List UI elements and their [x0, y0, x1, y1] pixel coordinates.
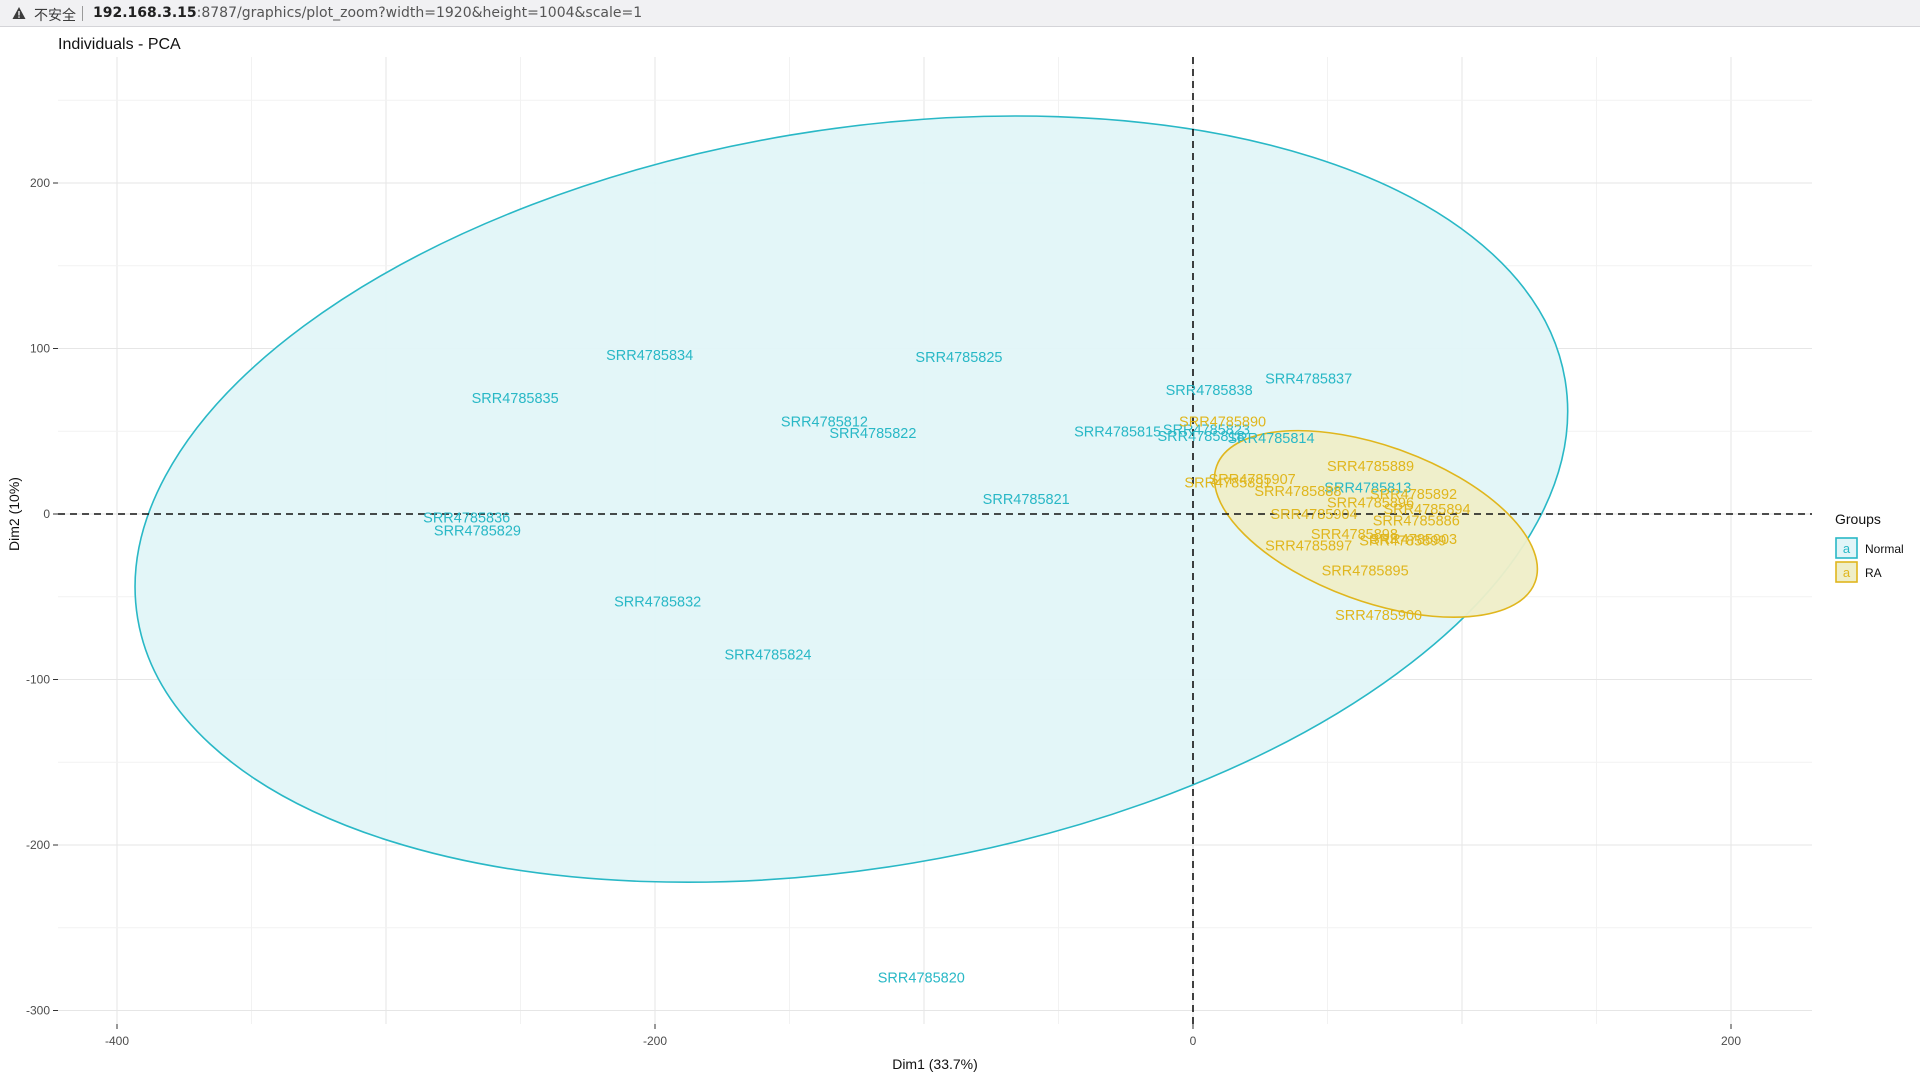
point-label-ra: SRR4785888: [1254, 484, 1341, 500]
legend-key-symbol: a: [1843, 565, 1851, 580]
y-tick-label: -100: [26, 673, 50, 687]
x-axis-label: Dim1 (33.7%): [892, 1056, 978, 1072]
point-label-normal: SRR4785835: [472, 391, 559, 407]
point-label-normal: SRR4785838: [1166, 383, 1253, 399]
confidence-ellipses: [134, 115, 1569, 884]
point-label-normal: SRR4785832: [614, 595, 701, 611]
point-label-normal: SRR4785821: [983, 492, 1070, 508]
point-label-ra: SRR4785895: [1322, 563, 1409, 579]
x-tick-label: -400: [105, 1034, 129, 1048]
y-tick-label: 100: [30, 342, 50, 356]
point-label-ra: SRR4785900: [1335, 608, 1422, 624]
point-label-ra: SRR4785892: [1370, 487, 1457, 503]
url-path: :8787/graphics/plot_zoom?width=1920&heig…: [196, 5, 643, 21]
x-tick-label: -200: [643, 1034, 667, 1048]
legend-key-ra: [1835, 561, 1858, 583]
url-host: 192.168.3.15: [93, 5, 197, 21]
point-label-normal: SRR4785825: [915, 350, 1002, 366]
y-axis-label: Dim2 (10%): [6, 477, 22, 551]
x-tick-label: 200: [1721, 1034, 1741, 1048]
point-label-ra: SRR4785889: [1327, 459, 1414, 475]
y-tick-label: 0: [43, 507, 50, 521]
point-label-normal: SRR4785824: [724, 648, 811, 664]
point-labels: SRR4785834 SRR4785825 SRR4785835 SRR4785838…: [423, 348, 1470, 986]
ellipse-normal: [134, 115, 1569, 884]
point-label-ra: SRR4785896: [1327, 495, 1414, 511]
point-label-ra: SRR4785898: [1311, 527, 1398, 543]
x-tick-label: 0: [1190, 1034, 1197, 1048]
point-label-normal: SRR4785823: [1163, 423, 1250, 439]
point-label-ra: SRR4785897: [1265, 538, 1352, 554]
point-label-normal: SRR4785820: [878, 970, 965, 986]
point-label-ra: SRR4785907: [1209, 472, 1296, 488]
point-label-normal: SRR4785815: [1074, 424, 1161, 440]
security-label[interactable]: 不安全: [34, 8, 76, 24]
point-label-normal: SRR4785837: [1265, 371, 1352, 387]
y-tick-label: -300: [26, 1004, 50, 1018]
point-label-ra: SRR4785899: [1359, 533, 1446, 549]
y-tick-label: -200: [26, 838, 50, 852]
point-label-ra: SRR4785890: [1179, 414, 1266, 430]
point-label-normal: SRR4785836: [423, 510, 510, 526]
point-label-normal: SRR4785829: [434, 524, 521, 540]
point-label-normal: SRR4785818: [1158, 429, 1245, 445]
point-label-normal: SRR4785812: [781, 414, 868, 430]
browser-address-bar[interactable]: 不安全 192.168.3.15:8787/graphics/plot_zoom…: [0, 0, 1920, 27]
url-text[interactable]: 192.168.3.15:8787/graphics/plot_zoom?wid…: [93, 5, 642, 21]
reference-lines: [58, 57, 1812, 1024]
ellipse-ra: [1213, 429, 1539, 619]
point-label-normal: SRR4785813: [1324, 481, 1411, 497]
pca-plot: Individuals - PCA SRR4785834 SRR4785825SR…: [6, 36, 1904, 1072]
point-label-normal: SRR4785834: [606, 348, 693, 364]
point-label-ra: SRR4785891: [1184, 476, 1271, 492]
point-label-normal: SRR4785822: [829, 426, 916, 442]
separator: [82, 6, 83, 21]
legend-title: Groups: [1835, 511, 1881, 527]
warning-icon: [12, 7, 26, 19]
axes: -400 -200 0 200 -300 -200 -100 0 100 200: [26, 176, 1741, 1048]
legend-key-symbol: a: [1843, 541, 1851, 556]
point-label-ra: SRR4785894: [1383, 502, 1470, 518]
point-label-ra: SRR4785904: [1271, 507, 1358, 523]
legend-label-normal: Normal: [1865, 542, 1904, 556]
point-label-ra: SRR4785903: [1370, 532, 1457, 548]
point-label-normal: SRR4785814: [1227, 431, 1314, 447]
legend-label-ra: RA: [1865, 566, 1882, 580]
point-label-ra: SRR4785886: [1373, 514, 1460, 530]
y-tick-label: 200: [30, 176, 50, 190]
chart-title: Individuals - PCA: [58, 36, 181, 53]
legend-key-normal: [1835, 537, 1858, 559]
